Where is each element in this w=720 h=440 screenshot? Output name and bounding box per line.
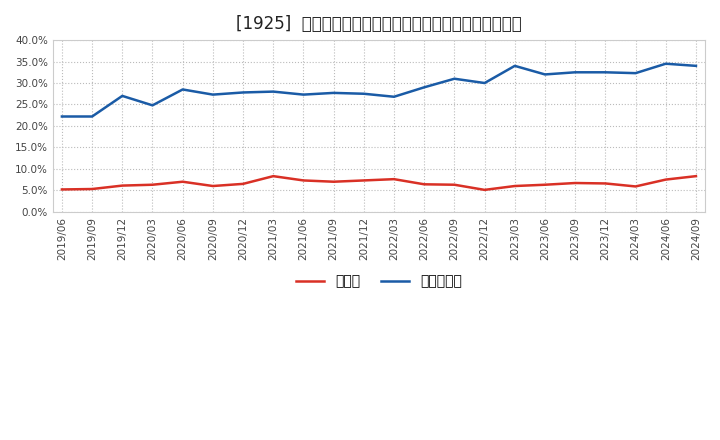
現預金 xyxy=(88,187,96,192)
有利子負債 xyxy=(209,92,217,97)
有利子負債 xyxy=(601,70,610,75)
有利子負債 xyxy=(662,61,670,66)
現預金 xyxy=(179,179,187,184)
現預金 xyxy=(359,178,368,183)
有利子負債 xyxy=(390,94,398,99)
現預金 xyxy=(390,176,398,182)
現預金 xyxy=(118,183,127,188)
有利子負債 xyxy=(541,72,549,77)
Legend: 現預金, 有利子負債: 現預金, 有利子負債 xyxy=(291,269,467,294)
現預金 xyxy=(148,182,157,187)
有利子負債 xyxy=(359,91,368,96)
有利子負債 xyxy=(58,114,66,119)
Line: 現預金: 現預金 xyxy=(62,176,696,190)
有利子負債 xyxy=(450,76,459,81)
現預金 xyxy=(541,182,549,187)
現預金 xyxy=(58,187,66,192)
現預金 xyxy=(269,173,278,179)
Line: 有利子負債: 有利子負債 xyxy=(62,64,696,117)
有利子負債 xyxy=(88,114,96,119)
有利子負債 xyxy=(510,63,519,69)
有利子負債 xyxy=(239,90,248,95)
現預金 xyxy=(601,181,610,186)
現預金 xyxy=(662,177,670,182)
有利子負債 xyxy=(420,84,428,90)
現預金 xyxy=(329,179,338,184)
有利子負債 xyxy=(269,89,278,94)
現預金 xyxy=(571,180,580,186)
現預金 xyxy=(239,181,248,187)
現預金 xyxy=(480,187,489,193)
現預金 xyxy=(510,183,519,189)
現預金 xyxy=(209,183,217,189)
現預金 xyxy=(631,184,640,189)
現預金 xyxy=(692,173,701,179)
有利子負債 xyxy=(299,92,307,97)
有利子負債 xyxy=(329,90,338,95)
有利子負債 xyxy=(148,103,157,108)
現預金 xyxy=(299,178,307,183)
有利子負債 xyxy=(118,93,127,99)
有利子負債 xyxy=(179,87,187,92)
有利子負債 xyxy=(571,70,580,75)
有利子負債 xyxy=(480,81,489,86)
有利子負債 xyxy=(692,63,701,69)
Title: [1925]  現預金、有利子負債の総資産に対する比率の推移: [1925] 現預金、有利子負債の総資産に対する比率の推移 xyxy=(236,15,522,33)
現預金 xyxy=(420,182,428,187)
有利子負債 xyxy=(631,70,640,76)
現預金 xyxy=(450,182,459,187)
